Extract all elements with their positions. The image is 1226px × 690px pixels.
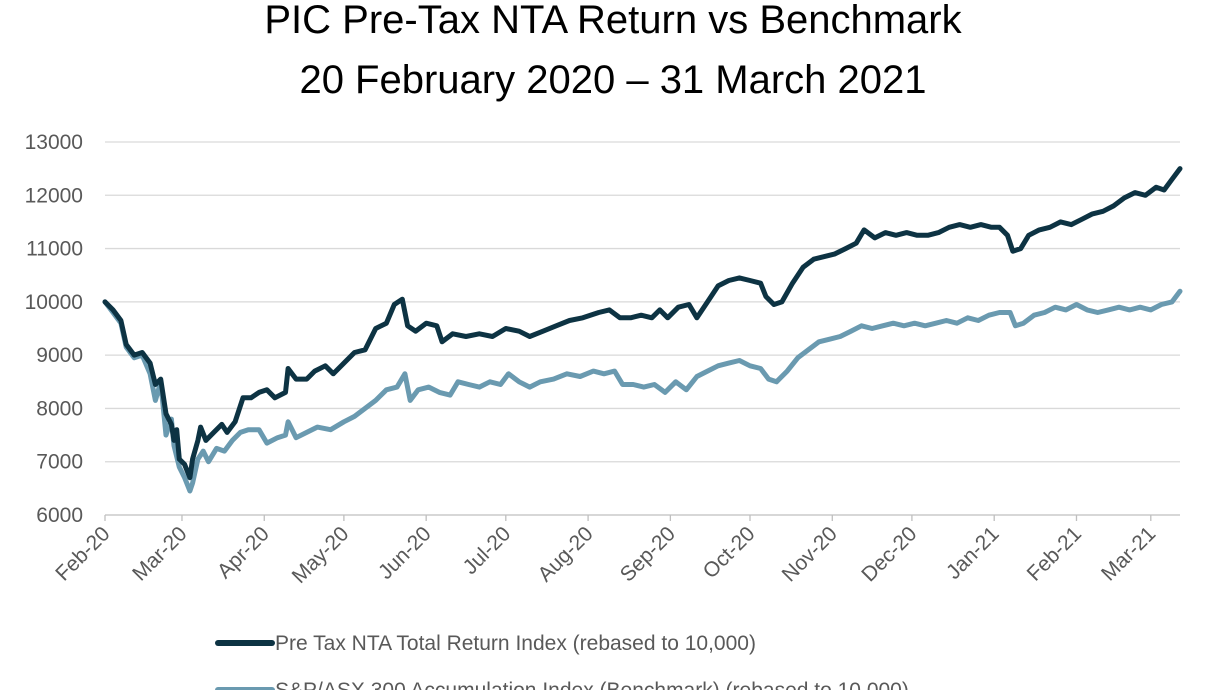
x-tick-label: Mar-20	[128, 522, 191, 585]
x-tick-label: Apr-20	[213, 522, 274, 583]
x-tick-label: Jun-20	[374, 522, 436, 584]
legend: Pre Tax NTA Total Return Index (rebased …	[215, 632, 909, 690]
chart-title: PIC Pre-Tax NTA Return vs Benchmark	[264, 0, 962, 42]
y-tick-label: 7000	[36, 451, 83, 474]
x-tick-label: Aug-20	[533, 522, 597, 586]
series-lines	[102, 166, 1183, 494]
legend-label: S&P/ASX 300 Accumulation Index (Benchmar…	[275, 679, 909, 690]
y-tick-label: 6000	[36, 504, 83, 527]
x-tick-label: Jul-20	[459, 522, 516, 579]
gridlines	[105, 141, 1180, 516]
x-tick-label: Dec-20	[857, 522, 921, 586]
x-tick-label: Jan-21	[942, 522, 1004, 584]
y-tick-label: 10000	[25, 291, 83, 314]
x-tick-label: Oct-20	[699, 522, 760, 583]
y-tick-label: 11000	[26, 238, 83, 261]
legend-label: Pre Tax NTA Total Return Index (rebased …	[275, 632, 756, 655]
x-tick-label: Feb-20	[51, 522, 114, 585]
x-tick-label: Nov-20	[778, 522, 842, 586]
chart-subtitle: 20 February 2020 – 31 March 2021	[299, 58, 926, 102]
nta-series-line	[102, 166, 1183, 481]
x-tick-label: Sep-20	[616, 522, 680, 586]
x-tick-label: Mar-21	[1097, 522, 1160, 585]
y-tick-label: 13000	[25, 131, 83, 154]
x-axis-ticks: Feb-20 Mar-20 Apr-20 May-20 Jun-20 Jul-20 Aug-…	[51, 515, 1160, 588]
y-tick-label: 9000	[36, 344, 83, 367]
x-tick-label: May-20	[288, 522, 354, 588]
benchmark-series-line	[102, 288, 1183, 494]
y-axis-ticks: 6000 7000 8000 9000 10000 11000 12000 13000	[25, 131, 83, 527]
y-tick-label: 8000	[36, 397, 83, 420]
x-tick-label: Feb-21	[1023, 522, 1086, 585]
y-tick-label: 12000	[25, 184, 83, 207]
